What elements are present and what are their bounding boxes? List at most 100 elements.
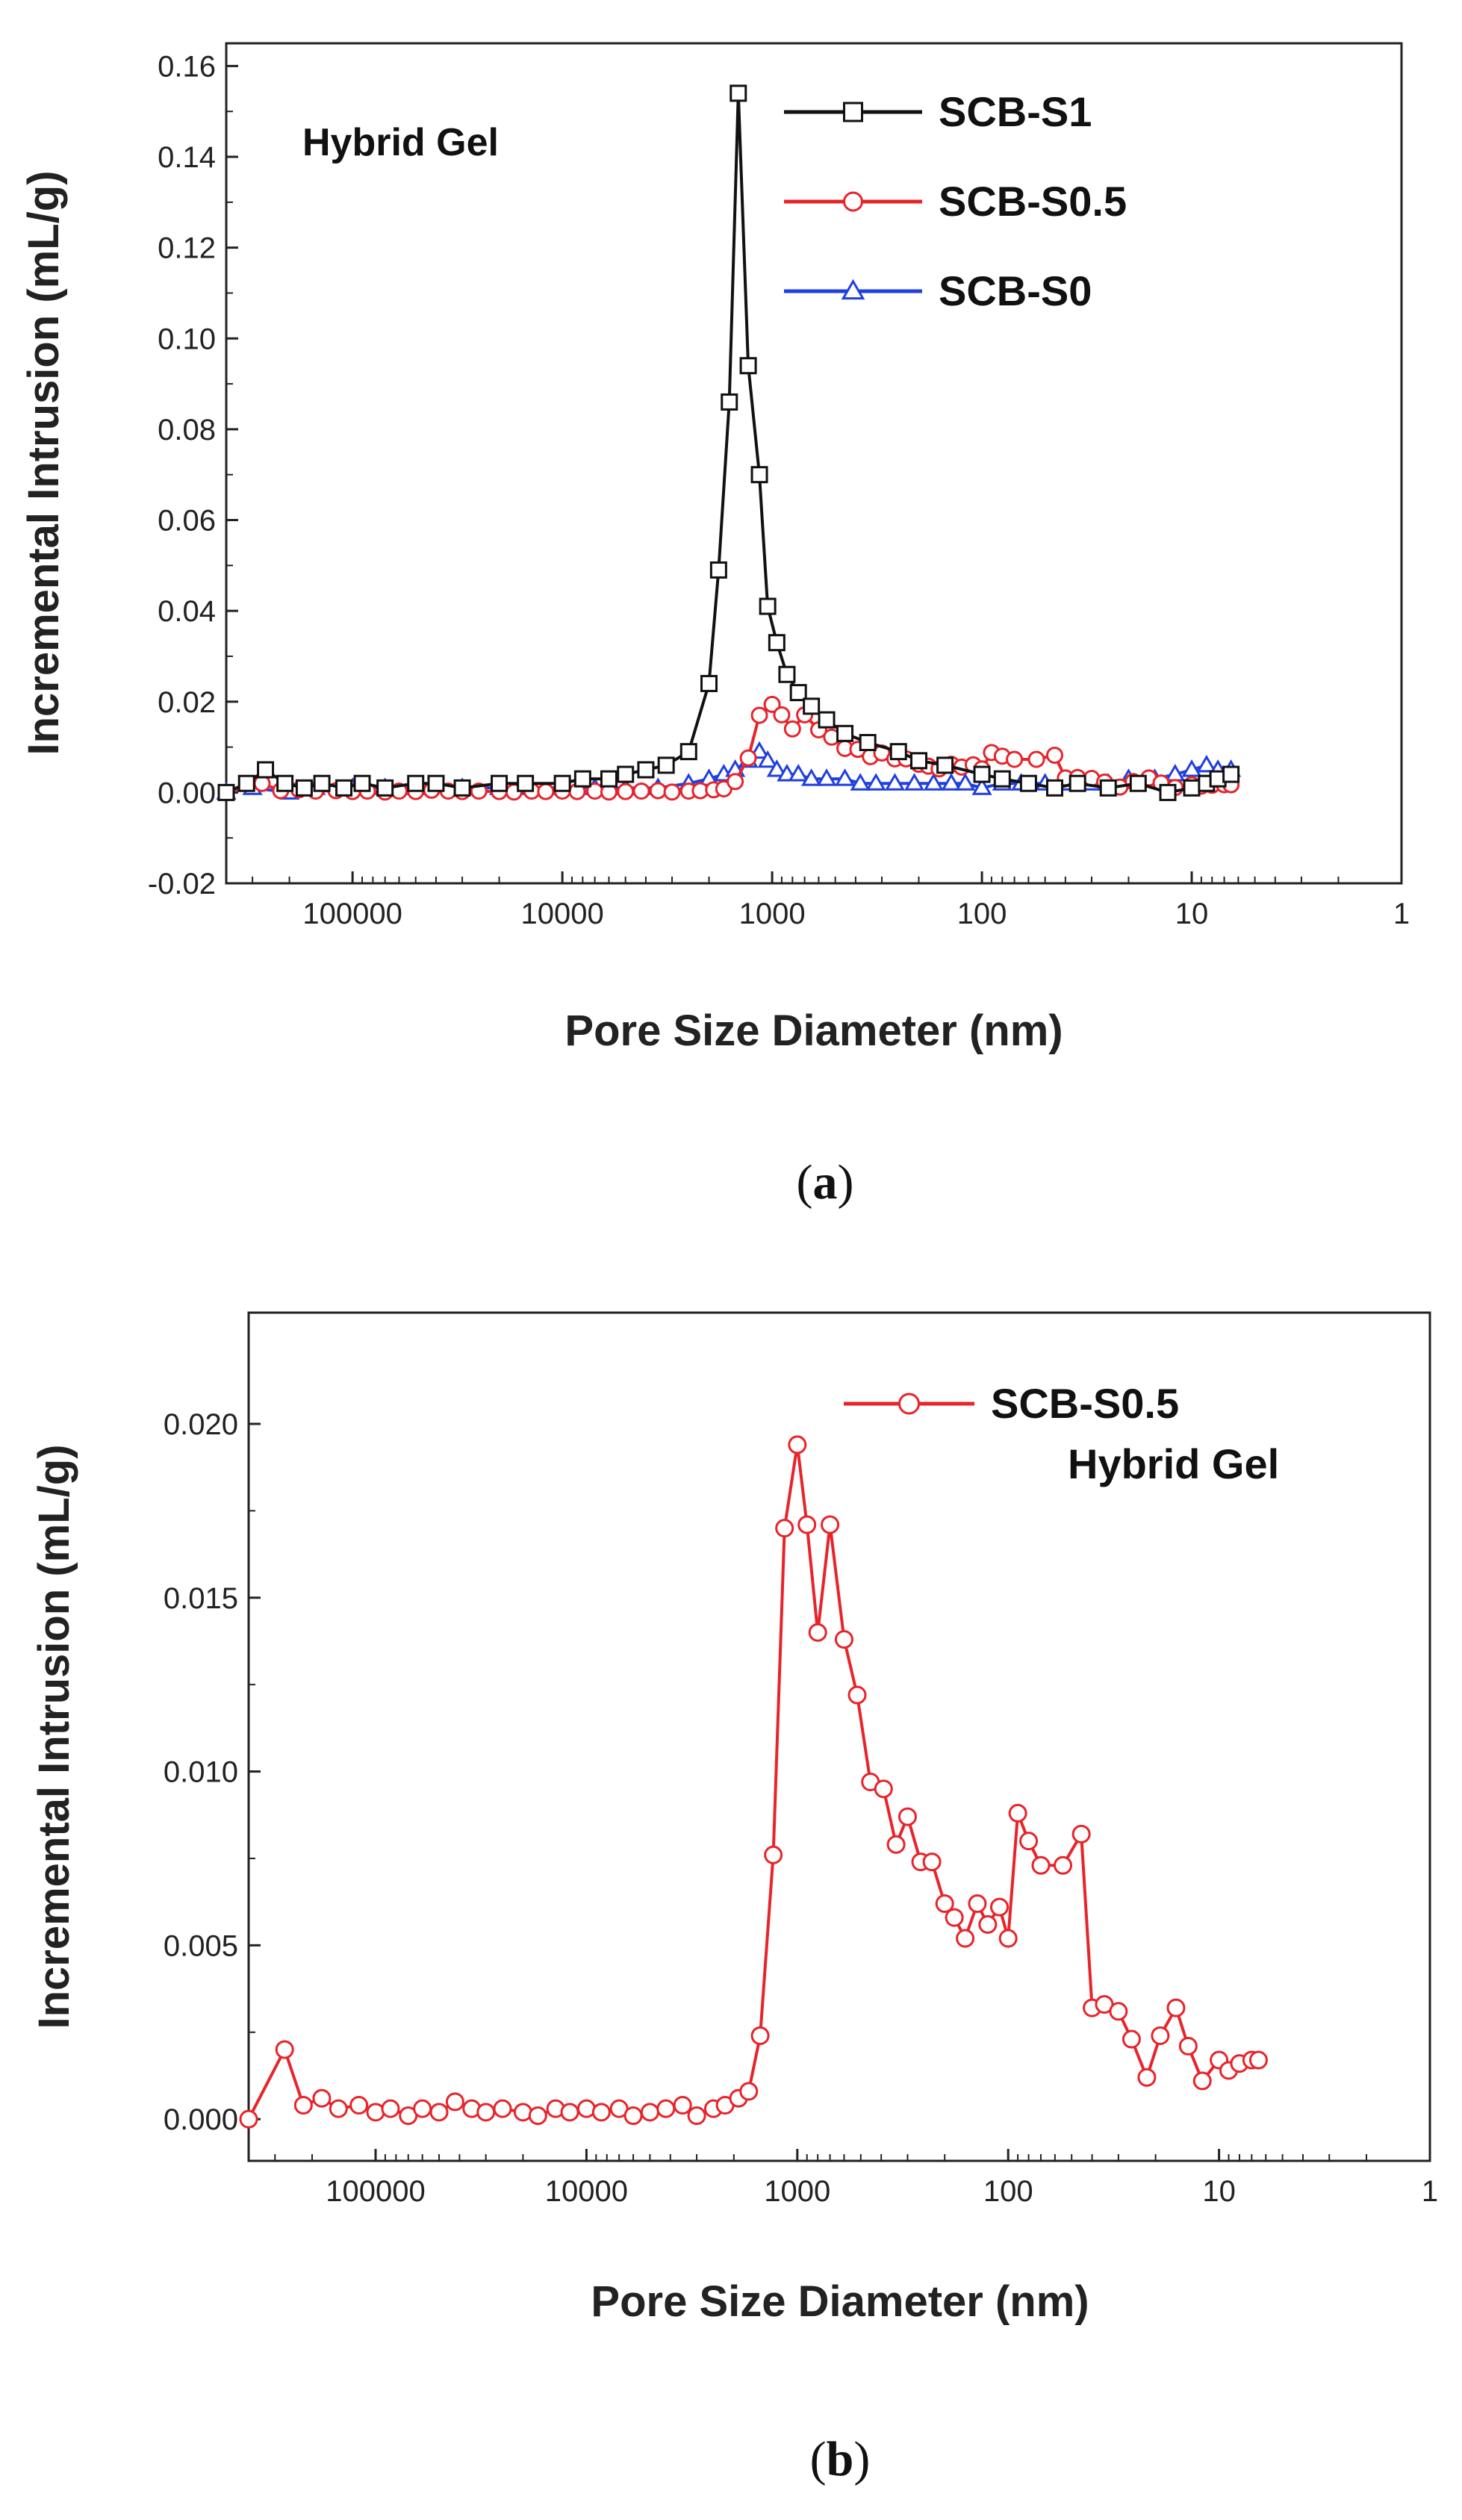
data-point — [730, 84, 747, 102]
data-point — [922, 1852, 942, 1872]
data-point — [312, 2088, 332, 2108]
data-point — [874, 1779, 893, 1799]
data-point — [217, 783, 235, 801]
data-point — [775, 1519, 794, 1538]
data-point — [276, 774, 294, 792]
data-point — [257, 761, 275, 779]
data-point — [766, 759, 787, 777]
data-point — [935, 1894, 954, 1913]
data-point — [956, 1929, 975, 1948]
data-point — [898, 1807, 917, 1826]
y-axis-title-b: Incremental Intrusion (mL/g) — [30, 1444, 78, 2029]
x-ticks-a: 100000 10000 1000 100 10 1 — [225, 871, 1410, 930]
data-point — [640, 2103, 659, 2122]
data-point — [768, 634, 786, 652]
data-point — [1006, 750, 1024, 768]
caption-b-close: ) — [853, 2432, 870, 2486]
data-point — [750, 2026, 770, 2045]
caption-a-open: ( — [797, 1155, 813, 1210]
data-point — [836, 724, 854, 742]
data-point — [1019, 774, 1037, 792]
caption-b-open: ( — [810, 2432, 827, 2486]
data-point — [1129, 774, 1147, 792]
data-point — [295, 779, 313, 797]
data-point — [517, 774, 535, 792]
data-point — [617, 765, 635, 783]
data-point — [1054, 1855, 1073, 1875]
legend-b: SCB-S0.5 — [844, 1380, 1179, 1427]
y-tick-label: 0.015 — [164, 1582, 238, 1615]
axes-frame-b — [247, 1311, 1431, 2162]
data-point — [560, 2103, 579, 2122]
plot-area-a: -0.02 0.00 0.02 0.04 0.06 0.08 0.10 0.12 0.14 0.1… — [148, 42, 1410, 930]
y-tick-label: 0.00 — [158, 777, 216, 809]
data-point — [600, 770, 618, 788]
data-point — [366, 2103, 385, 2122]
data-point — [623, 2106, 643, 2125]
data-point — [1137, 2068, 1157, 2087]
series-layer-a — [216, 84, 1242, 801]
data-point — [673, 2096, 692, 2115]
data-point — [573, 770, 591, 788]
data-point — [637, 761, 655, 779]
data-point — [493, 2099, 512, 2118]
data-point — [1222, 765, 1240, 783]
data-point — [821, 1515, 840, 1534]
x-ticks-b: 100000 10000 1000 100 10 1 — [248, 2149, 1438, 2208]
legend-entry: SCB-S0 — [784, 267, 1092, 314]
data-point — [687, 2106, 706, 2125]
data-point — [865, 773, 886, 791]
x-tick-label: 100000 — [302, 897, 402, 930]
data-point — [847, 1685, 867, 1705]
data-point — [293, 2096, 313, 2115]
x-tick-label: 1000 — [764, 2175, 830, 2208]
data-point — [1166, 1998, 1186, 2017]
data-point — [537, 783, 555, 800]
x-tick-label: 1 — [1422, 2175, 1438, 2208]
data-point — [1109, 2002, 1128, 2021]
data-point — [413, 2099, 432, 2118]
y-tick-label: 0.04 — [158, 595, 216, 628]
data-point — [353, 774, 371, 792]
data-point — [903, 773, 925, 791]
data-point — [998, 1929, 1018, 1948]
data-point — [476, 2103, 496, 2122]
data-point — [528, 2106, 547, 2125]
data-point — [1159, 783, 1177, 801]
data-point — [990, 1897, 1010, 1917]
x-tick-label: 10 — [1202, 2175, 1236, 2208]
data-point — [376, 779, 394, 797]
y-tick-label: 0.06 — [158, 505, 216, 538]
data-point — [850, 773, 871, 791]
data-point — [275, 2040, 294, 2059]
data-point — [429, 2103, 449, 2122]
data-point — [750, 706, 768, 724]
data-point — [797, 1515, 817, 1534]
y-tick-label: 0.16 — [158, 50, 216, 83]
data-point — [721, 393, 738, 411]
data-point — [898, 1393, 920, 1415]
data-point — [739, 2082, 759, 2101]
data-point — [778, 665, 796, 683]
y-tick-label: 0.12 — [158, 232, 216, 265]
data-point — [1019, 1832, 1039, 1851]
data-point — [632, 783, 650, 800]
x-axis-title-a: Pore Size Diameter (nm) — [564, 1007, 1063, 1055]
y-axis-title-a: Incremental Intrusion (mL/g) — [19, 170, 68, 755]
data-point — [945, 1908, 964, 1927]
data-point — [834, 1630, 853, 1649]
data-point — [329, 2099, 348, 2118]
data-point — [834, 768, 856, 786]
data-point — [923, 773, 944, 791]
data-point — [803, 697, 821, 715]
data-point — [808, 1623, 827, 1642]
data-point — [1183, 779, 1201, 797]
data-point — [407, 774, 425, 792]
data-point — [576, 2099, 596, 2118]
data-point — [553, 774, 571, 792]
data-point — [739, 749, 757, 767]
data-point — [763, 695, 781, 713]
y-tick-label: 0.10 — [158, 323, 216, 355]
x-tick-label: 100 — [957, 897, 1007, 930]
legend-entry: SCB-S0.5 — [784, 178, 1127, 225]
